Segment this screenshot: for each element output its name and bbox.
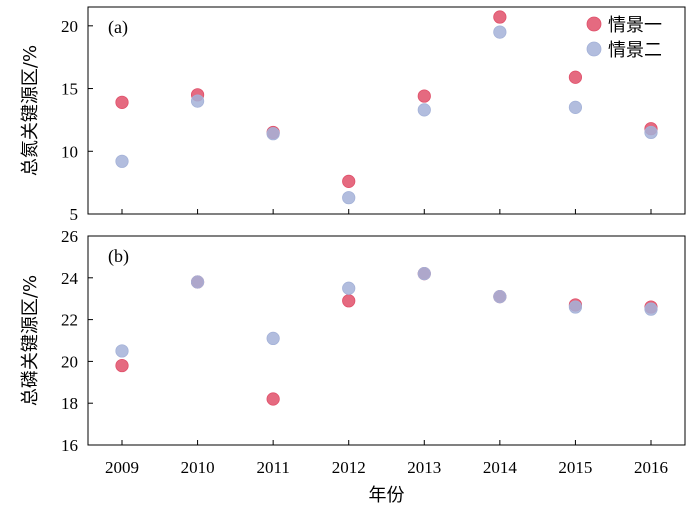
x-tick-label: 2014: [483, 458, 518, 477]
y-tick-label: 24: [61, 269, 79, 288]
x-tick-label: 2012: [332, 458, 366, 477]
x-tick-label: 2011: [256, 458, 289, 477]
legend-label: 情景二: [608, 40, 662, 61]
data-point-scenario-2: [417, 103, 431, 117]
plot-frame: [87, 235, 686, 446]
data-point-scenario-2: [190, 275, 205, 289]
data-point-scenario-2: [342, 191, 356, 205]
data-point-scenario-1: [342, 294, 356, 308]
panel-label: (a): [108, 17, 128, 38]
y-tick-label: 20: [61, 17, 78, 36]
panel-label: (b): [108, 246, 129, 267]
data-point-scenario-1: [115, 95, 129, 109]
data-point-scenario-2: [493, 290, 507, 304]
data-point-scenario-2: [417, 267, 431, 281]
data-point-scenario-2: [342, 281, 356, 295]
y-tick-label: 15: [61, 80, 78, 99]
legend-marker: [586, 41, 602, 57]
data-point-scenario-2: [568, 100, 583, 114]
x-tick-label: 2010: [181, 458, 215, 477]
data-point-scenario-2: [493, 25, 507, 39]
legend-label: 情景一: [608, 15, 662, 36]
data-point-scenario-2: [190, 94, 205, 108]
x-tick-label: 2009: [105, 458, 139, 477]
data-point-scenario-1: [568, 70, 583, 84]
x-tick-label: 2013: [407, 458, 441, 477]
y-axis-title: 总磷关键源区/%: [20, 275, 41, 406]
data-point-scenario-2: [266, 331, 280, 346]
data-point-scenario-2: [115, 344, 129, 358]
y-tick-label: 22: [61, 311, 78, 330]
legend-marker: [586, 16, 602, 32]
y-tick-label: 5: [70, 205, 79, 224]
y-tick-label: 26: [61, 227, 78, 246]
panel-b: 16 18 20 22 24 26 2009 2010 2011 2012 2013 2014 2015…: [20, 227, 686, 506]
data-point-scenario-2: [644, 125, 658, 140]
data-point-scenario-2: [266, 127, 280, 141]
y-tick-label: 16: [61, 436, 78, 455]
data-point-scenario-1: [417, 89, 431, 103]
x-tick-label: 2015: [558, 458, 592, 477]
y-tick-label: 18: [61, 394, 78, 413]
plot-frame: [87, 6, 686, 215]
data-point-scenario-1: [266, 392, 280, 406]
y-tick-label: 20: [61, 352, 78, 371]
y-axis-title: 总氮关键源区/%: [20, 45, 41, 176]
data-point-scenario-2: [568, 300, 583, 314]
x-tick-label: 2016: [634, 458, 668, 477]
y-tick-label: 10: [61, 142, 78, 161]
x-axis-title: 年份: [369, 485, 405, 506]
data-point-scenario-2: [644, 302, 658, 316]
data-point-scenario-2: [115, 154, 129, 168]
data-point-scenario-1: [115, 358, 129, 373]
data-point-scenario-1: [493, 10, 507, 24]
data-point-scenario-1: [342, 174, 356, 188]
